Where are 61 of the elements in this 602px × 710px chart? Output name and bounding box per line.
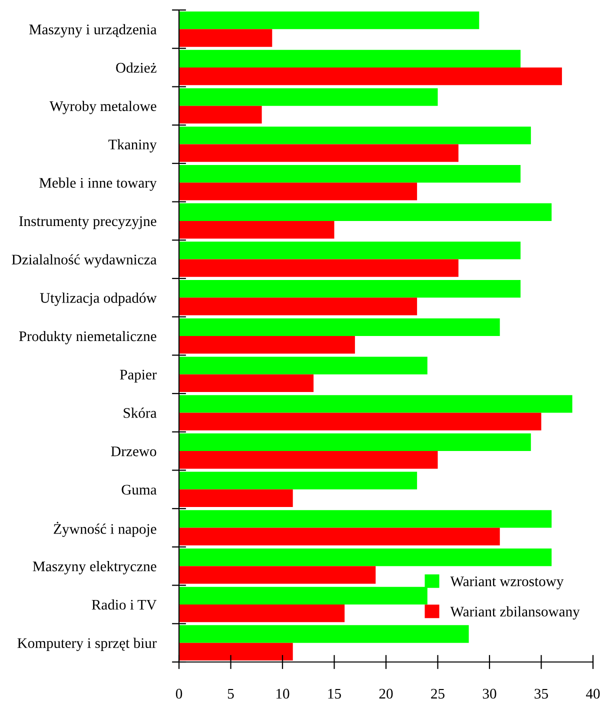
y-tick-label: Produkty niemetaliczne [19,330,156,344]
bar [179,336,355,354]
x-tick-label: 20 [379,688,393,699]
x-tick-label: 40 [586,688,600,699]
bar [179,451,438,469]
x-tick-label: 35 [534,688,548,699]
y-tick-label: Radio i TV [92,599,157,610]
bar [179,489,293,508]
bar [179,642,293,660]
bar [179,242,521,260]
y-tick-label: Tkaniny [108,139,157,152]
bar [179,203,552,221]
bar [179,510,552,528]
y-tick-label: Maszyny elektryczne [32,561,156,574]
bar [179,298,418,316]
y-tick-label: Żywność i napoje [54,522,156,537]
bar [179,144,458,162]
bar [179,528,500,546]
bar [179,566,376,584]
y-tick-label: Drzewo [111,446,156,456]
y-tick-label: Instrumenty precyzyjne [19,216,156,230]
bar [179,374,314,392]
bar [179,433,531,452]
bar [179,126,531,144]
bar [179,88,438,106]
bar [179,68,562,86]
x-tick-label: 15 [328,688,341,699]
x-tick-label: 0 [176,688,182,699]
bar [179,220,334,239]
bar [179,395,572,413]
bar [179,548,552,566]
y-tick-label: Papier [120,370,157,383]
y-tick-label: Skóra [124,408,157,418]
bar [179,106,262,124]
bar [179,12,480,30]
bar [179,356,428,374]
bar [179,29,272,47]
y-tick-label: Utylizacja odpadów [40,292,157,306]
bar [179,50,521,68]
y-tick-label: Odzież [116,62,156,73]
x-tick-label: 10 [276,688,290,699]
bar [179,412,542,430]
x-tick-label: 25 [431,688,444,699]
bar [179,604,345,622]
bar [179,164,521,183]
bar [179,318,500,336]
bar [179,625,469,643]
legend-label: Wariant zbilansowany [450,606,580,620]
y-tick-label: Maszyny i urządzenia [29,24,157,38]
bar [179,182,418,200]
bar [179,259,458,277]
y-tick-label: Guma [122,484,157,495]
bar [179,280,521,298]
x-tick-label: 30 [482,688,496,699]
y-tick-label: Meble i inne towary [39,178,157,191]
x-tick-label: 5 [228,688,234,699]
bar [179,472,418,490]
legend-label: Wariant wzrostowy [450,576,564,590]
y-tick-label: Dzialalność wydawnicza [12,254,157,268]
y-tick-label: Komputery i sprzęt biur [17,638,157,652]
y-tick-label: Wyroby metalowe [50,100,156,114]
